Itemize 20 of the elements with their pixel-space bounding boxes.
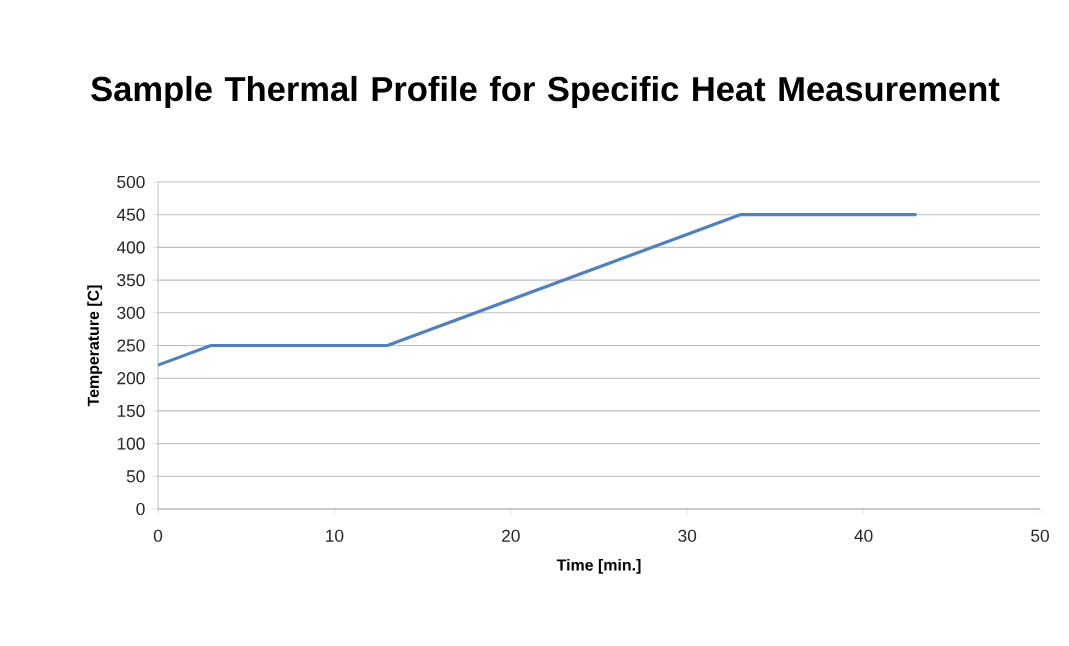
y-tick-label: 0 (136, 502, 145, 516)
y-tick-label: 200 (117, 372, 145, 385)
y-tick-label: 350 (117, 273, 145, 287)
x-axis-title: Time [min.] (556, 558, 641, 574)
y-tick-label: 450 (116, 208, 145, 221)
y-tick-label: 300 (117, 306, 145, 319)
chart-title: Sample Thermal Profile for Specific Heat Measurement (91, 75, 1000, 109)
y-tick-label: 50 (126, 470, 145, 483)
x-tick-label: 50 (1031, 529, 1049, 542)
x-tick-label: 20 (502, 529, 520, 542)
y-tick-label: 250 (117, 339, 145, 352)
x-tick-label: 10 (326, 529, 344, 542)
y-tick-label: 400 (116, 241, 145, 254)
x-tick-label: 30 (678, 529, 697, 542)
y-tick-label: 500 (117, 175, 145, 189)
x-tick-label: 40 (854, 529, 873, 542)
x-tick-label: 0 (153, 529, 163, 542)
y-axis-title: Temperature [C] (87, 285, 103, 407)
y-tick-label: 150 (117, 404, 145, 418)
y-tick-label: 100 (117, 437, 145, 450)
